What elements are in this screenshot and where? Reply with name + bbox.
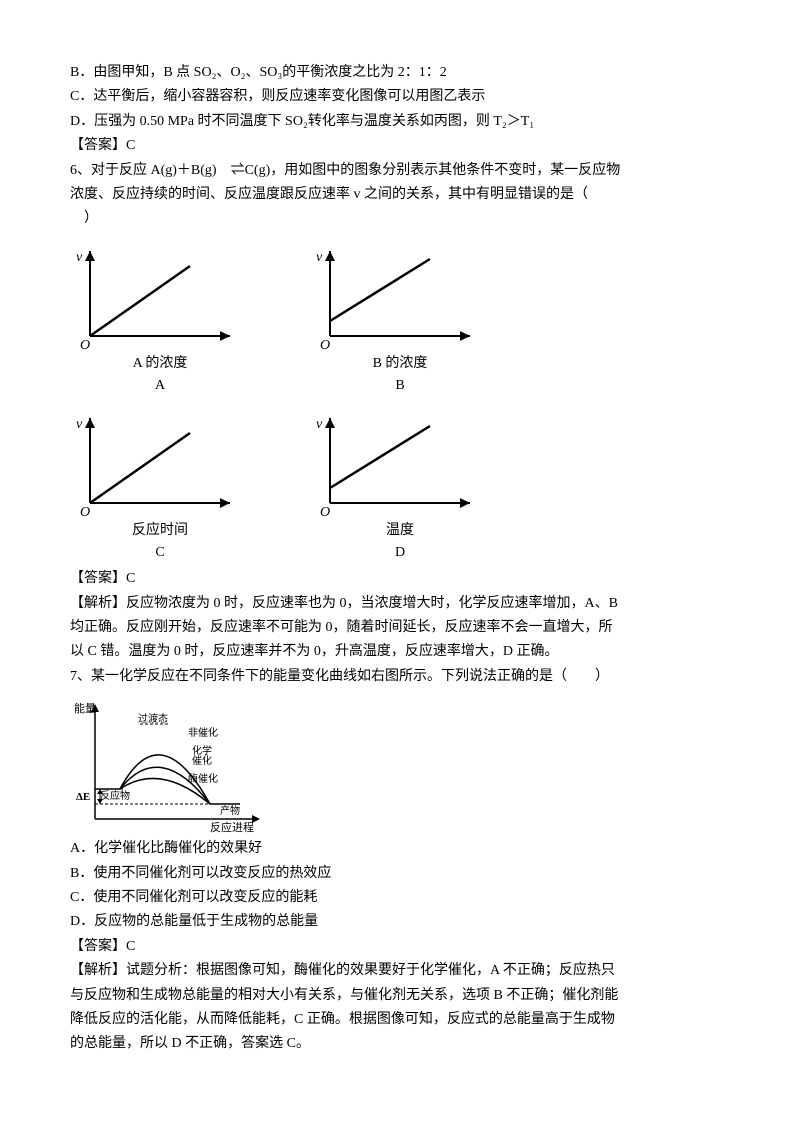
q5-opt-c: C．达平衡后，缩小容器容积，则反应速率变化图像可以用图乙表示 (70, 86, 730, 108)
energy-label-enzyme: 酶催化 (188, 772, 218, 785)
q6-stem-3: ） (70, 208, 730, 230)
chart-c-sub: C (70, 542, 250, 564)
chart-d-svg: v O (310, 408, 480, 518)
chart-a-ylabel: v (76, 250, 83, 265)
chart-c-svg: v O (70, 408, 240, 518)
q6-chart-d: v O 温度 D (310, 408, 490, 565)
chart-c-xlabel: 反应时间 (70, 520, 250, 542)
chart-d-sub: D (310, 542, 490, 564)
energy-label-transition: 过渡态 (138, 712, 168, 725)
energy-xlabel: 反应进程 (210, 820, 254, 834)
q6-charts-row-2: v O 反应时间 C v O 温度 D (70, 408, 730, 565)
energy-label-delta: ΔE (76, 791, 90, 803)
chart-c-origin: O (80, 505, 90, 518)
chart-a-xlabel: A 的浓度 (70, 353, 250, 375)
q5-answer: 【答案】C (70, 135, 730, 157)
q7-expl-4: 的总能量，所以 D 不正确，答案选 C。 (70, 1033, 730, 1055)
q7-opt-a: A．化学催化比酶催化的效果好 (70, 838, 730, 860)
energy-label-product: 产物 (220, 804, 240, 817)
chart-b-svg: v O (310, 241, 480, 351)
energy-ylabel: 能量 (74, 701, 96, 715)
chart-b-xlabel: B 的浓度 (310, 353, 490, 375)
chart-d-origin: O (320, 505, 330, 518)
q7-opt-b: B．使用不同催化剂可以改变反应的热效应 (70, 863, 730, 885)
energy-label-chemcat2: 催化 (192, 754, 212, 767)
q6-charts-row-1: v O A 的浓度 A v O B 的浓度 B (70, 241, 730, 398)
energy-label-noncat: 非催化 (188, 726, 218, 739)
q7-expl-3: 降低反应的活化能，从而降低能耗，C 正确。根据图像可知，反应式的总能量高于生成物 (70, 1009, 730, 1031)
q6-chart-c: v O 反应时间 C (70, 408, 250, 565)
q5-opt-d: D．压强为 0.50 MPa 时不同温度下 SO₂转化率与温度关系如丙图，则 T… (70, 111, 730, 133)
q6-answer: 【答案】C (70, 568, 730, 590)
q6-expl-2: 均正确。反应刚开始，反应速率不可能为 0，随着时间延长，反应速率不会一直增大，所 (70, 617, 730, 639)
q7-opt-d: D．反应物的总能量低于生成物的总能量 (70, 911, 730, 933)
q6-stem-2: 浓度、反应持续的时间、反应温度跟反应速率 v 之间的关系，其中有明显错误的是（ (70, 184, 730, 206)
chart-c-ylabel: v (76, 417, 83, 432)
q7-figure: 能量 反应进程 过渡态 非催化 化学 催化 酶催化 反应物 产物 (70, 694, 730, 834)
chart-d-ylabel: v (316, 417, 323, 432)
q5-opt-b: B．由图甲知，B 点 SO₂、O₂、SO₃的平衡浓度之比为 2：1：2 (70, 62, 730, 84)
q7-expl-1: 【解析】试题分析：根据图像可知，酶催化的效果要好于化学催化，A 不正确；反应热只 (70, 960, 730, 982)
chart-b-sub: B (310, 375, 490, 397)
q7-stem: 7、某一化学反应在不同条件下的能量变化曲线如右图所示。下列说法正确的是（ ） (70, 666, 730, 688)
chart-a-origin: O (80, 338, 90, 351)
energy-label-reactant: 反应物 (100, 789, 130, 802)
q6-expl-1: 【解析】反应物浓度为 0 时，反应速率也为 0，当浓度增大时，化学反应速率增加，… (70, 593, 730, 615)
q6-expl-3: 以 C 错。温度为 0 时，反应速率并不为 0，升高温度，反应速率增大，D 正确… (70, 641, 730, 663)
chart-a-sub: A (70, 375, 250, 397)
q7-opt-c: C．使用不同催化剂可以改变反应的能耗 (70, 887, 730, 909)
chart-b-ylabel: v (316, 250, 323, 265)
q7-expl-2: 与反应物和生成物总能量的相对大小有关系，与催化剂无关系，选项 B 不正确；催化剂… (70, 985, 730, 1007)
page: B．由图甲知，B 点 SO₂、O₂、SO₃的平衡浓度之比为 2：1：2 C．达平… (0, 0, 800, 1098)
q6-chart-b: v O B 的浓度 B (310, 241, 490, 398)
energy-diagram-svg: 能量 反应进程 过渡态 非催化 化学 催化 酶催化 反应物 产物 (70, 694, 270, 834)
chart-b-origin: O (320, 338, 330, 351)
chart-d-xlabel: 温度 (310, 520, 490, 542)
chart-a-svg: v O (70, 241, 240, 351)
q6-chart-a: v O A 的浓度 A (70, 241, 250, 398)
q7-answer: 【答案】C (70, 936, 730, 958)
q6-stem-1: 6、对于反应 A(g)＋B(g) ⇌C(g)，用如图中的图象分别表示其他条件不变… (70, 160, 730, 182)
